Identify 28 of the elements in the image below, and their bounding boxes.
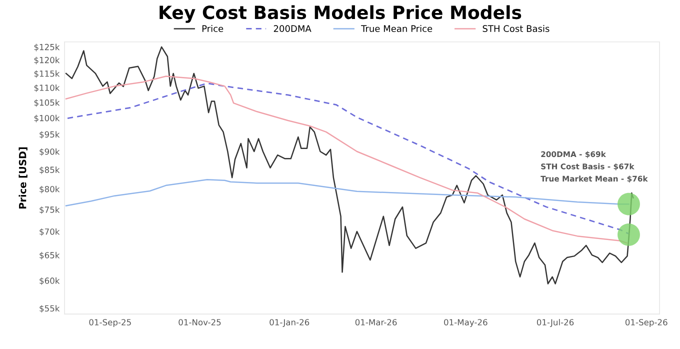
y-tick-label: $115k (34, 70, 60, 78)
y-tick-label: $60k (40, 277, 60, 285)
y-tick-label: $125k (34, 44, 60, 52)
y-tick-label: $110k (34, 84, 60, 92)
legend-label: 200DMA (274, 25, 312, 32)
y-tick-label: $75k (40, 206, 60, 214)
y-axis-title: Price [USD] (18, 147, 28, 209)
legend-label: True Mean Price (361, 25, 432, 32)
legend-label: Price (202, 25, 224, 32)
y-tick-label: $85k (40, 166, 60, 174)
legend-label: STH Cost Basis (482, 25, 550, 32)
y-tick-label: $65k (40, 252, 60, 260)
x-tick-label: 01-Jul-26 (536, 318, 574, 327)
x-tick-label: 01-Jan-26 (270, 319, 310, 327)
x-tick-label: 01-Sep-25 (89, 319, 131, 328)
y-tick-label: $95k (40, 131, 60, 139)
y-tick-label: $80k (40, 186, 60, 194)
y-tick-label: $55k (40, 305, 60, 313)
x-tick-label: 01-Nov-25 (178, 319, 221, 326)
y-tick-label: $105k (34, 99, 60, 107)
y-tick-label: $120k (34, 56, 60, 64)
chart-title: Key Cost Basis Models Price Models (160, 5, 522, 23)
x-tick-label: 01-Mar-26 (355, 319, 397, 326)
x-tick-label: 01-Sep-26 (625, 319, 668, 328)
y-tick-label: $100k (34, 114, 60, 122)
y-tick-label: $70k (40, 228, 60, 236)
x-tick-label: 01-May-26 (444, 319, 488, 328)
y-tick-label: $90k (40, 148, 60, 156)
